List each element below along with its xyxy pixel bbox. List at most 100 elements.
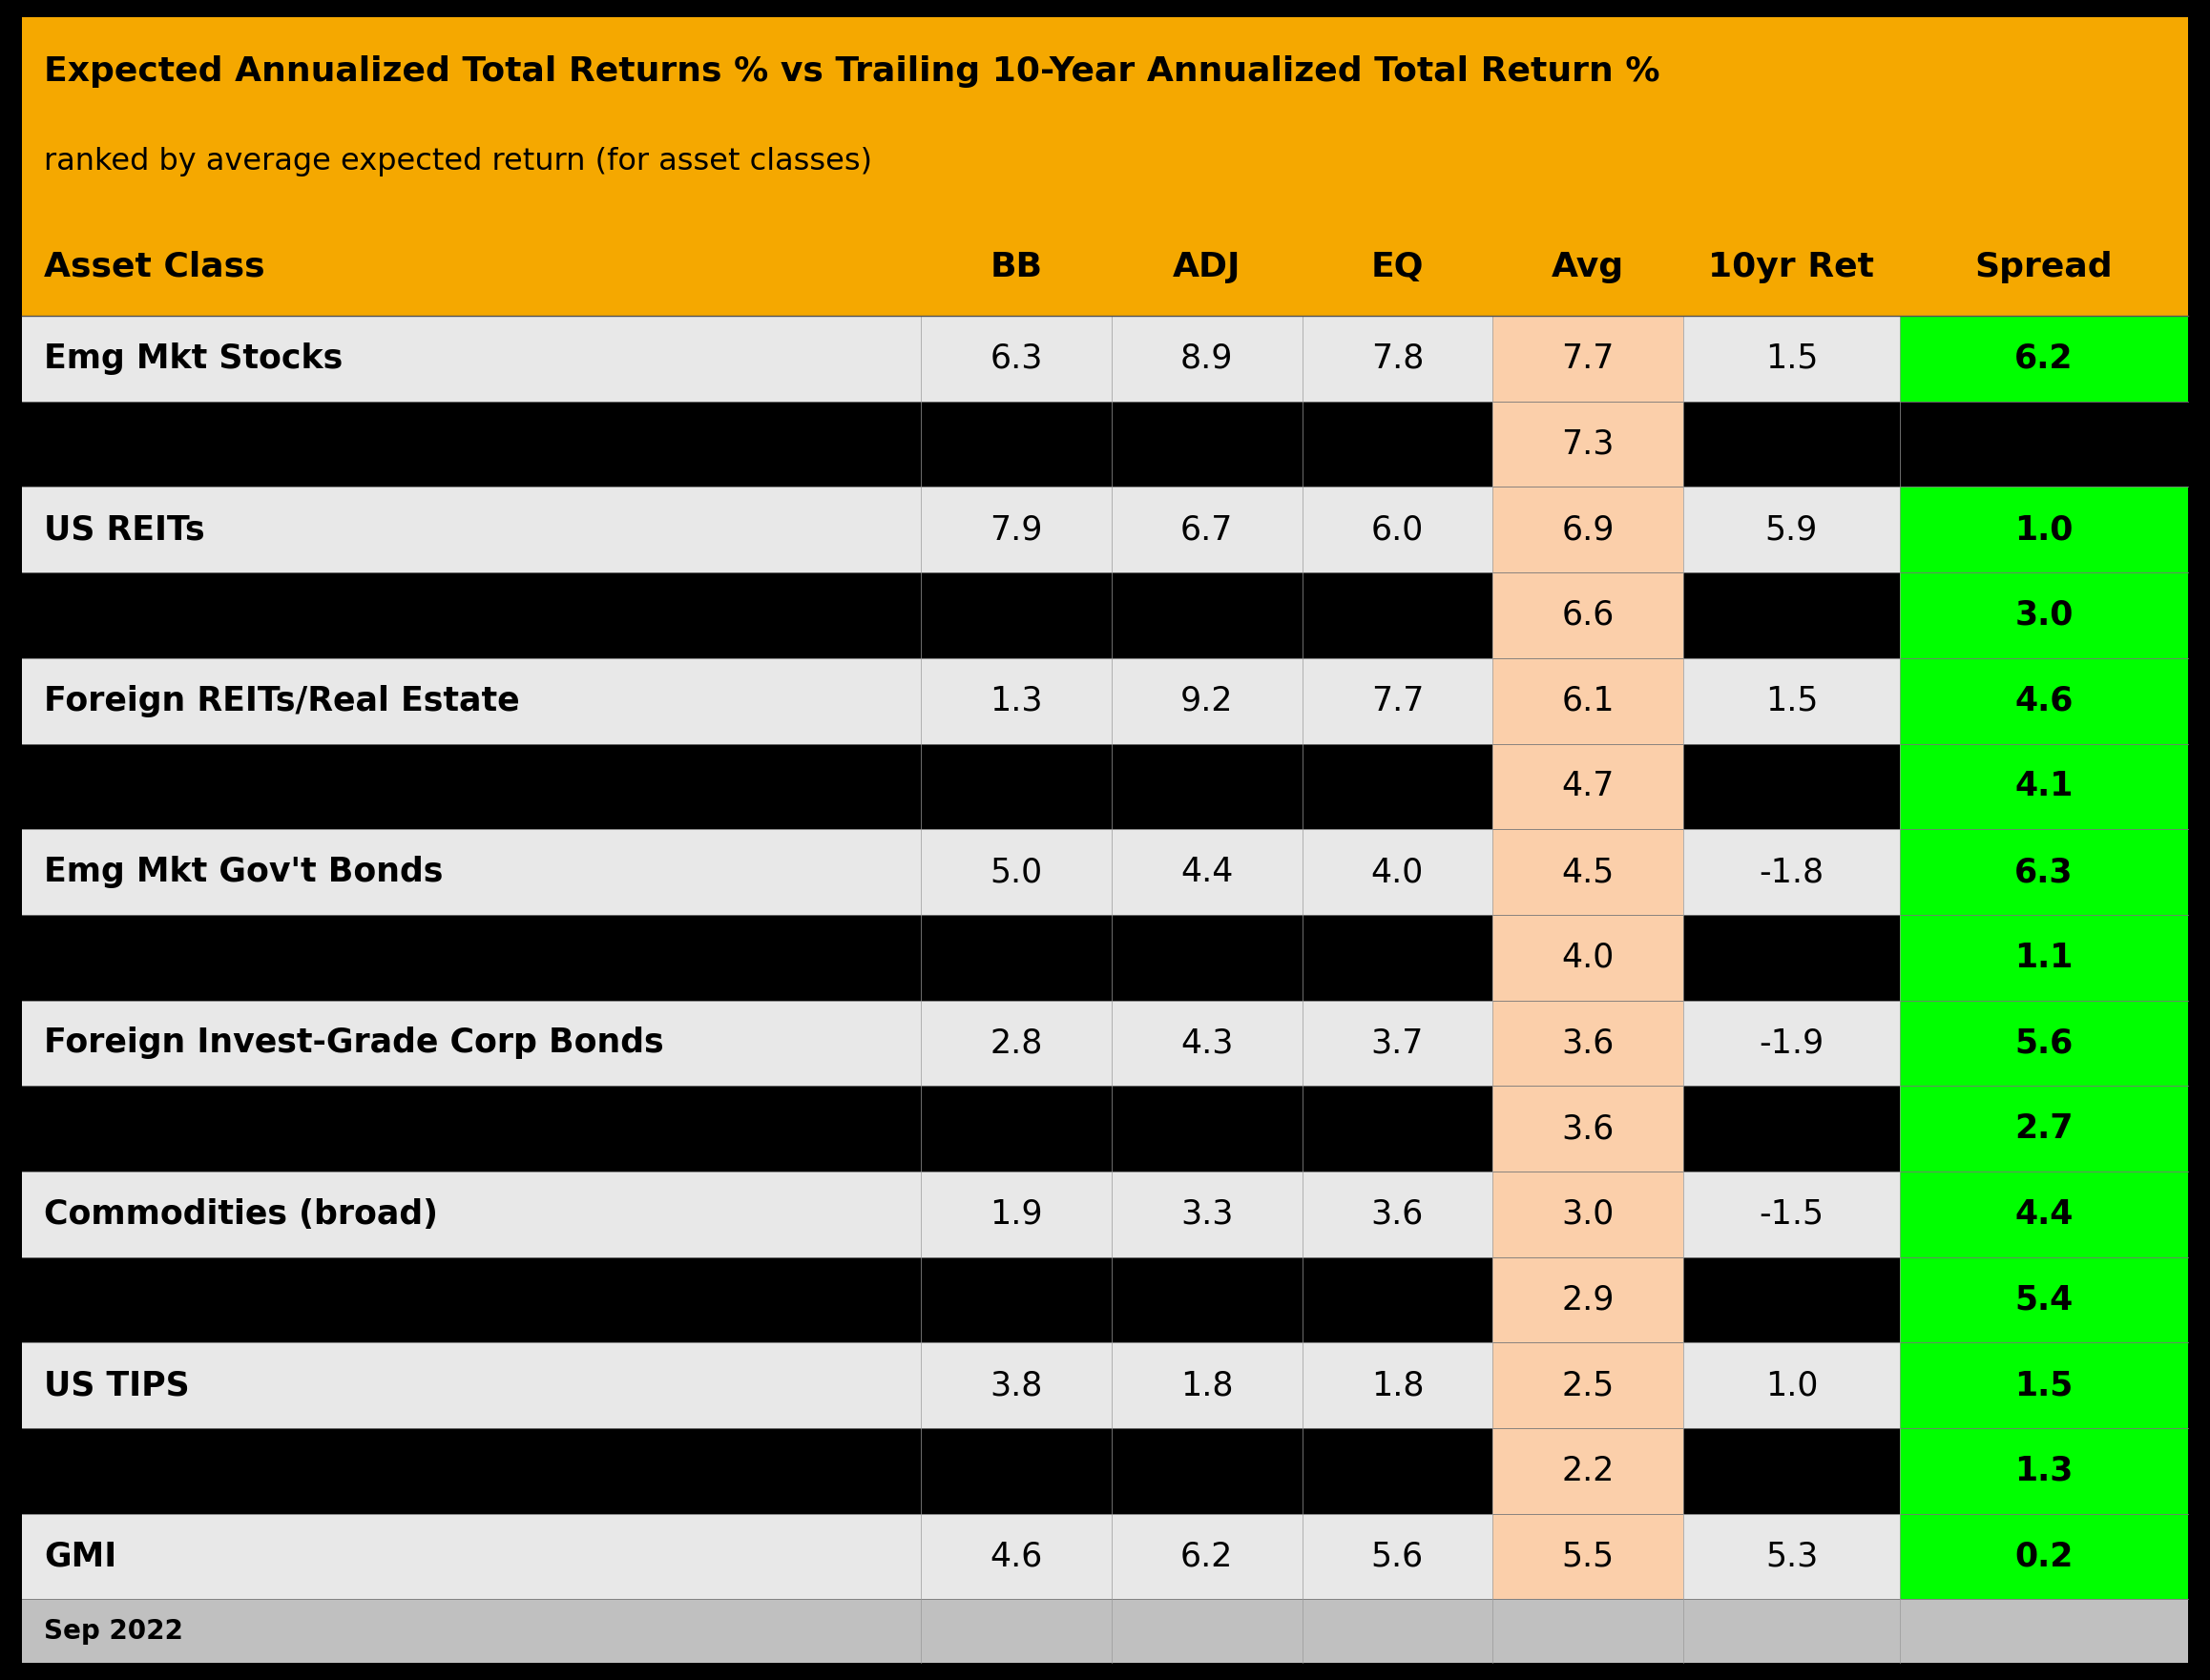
- Bar: [22, 916, 2188, 1000]
- Text: 6.1: 6.1: [1562, 685, 1616, 717]
- Bar: [22, 1171, 2188, 1257]
- Text: 4.4: 4.4: [2016, 1198, 2073, 1230]
- Bar: [1492, 573, 1684, 659]
- Bar: [1901, 916, 2188, 1000]
- Text: 4.7: 4.7: [1562, 769, 1613, 803]
- Text: 1.9: 1.9: [990, 1198, 1043, 1230]
- Text: 5.5: 5.5: [1562, 1541, 1613, 1572]
- Text: 6.2: 6.2: [2016, 343, 2073, 375]
- Text: 2.2: 2.2: [1562, 1455, 1613, 1487]
- Bar: [1492, 1514, 1684, 1599]
- Bar: [22, 830, 2188, 916]
- Text: 7.7: 7.7: [1370, 685, 1423, 717]
- Bar: [1901, 573, 2188, 659]
- Text: 6.7: 6.7: [1180, 514, 1233, 546]
- Text: Emg Mkt Stocks: Emg Mkt Stocks: [44, 343, 343, 375]
- Bar: [1492, 1428, 1684, 1514]
- Text: 5.6: 5.6: [1370, 1541, 1423, 1572]
- Text: 4.0: 4.0: [1370, 855, 1423, 889]
- Bar: [22, 487, 2188, 573]
- Bar: [1492, 1257, 1684, 1342]
- Text: 6.2: 6.2: [1180, 1541, 1233, 1572]
- Bar: [1492, 659, 1684, 744]
- Bar: [22, 573, 2188, 659]
- Bar: [22, 218, 2188, 316]
- Text: 2.7: 2.7: [2016, 1112, 2073, 1146]
- Bar: [1492, 744, 1684, 830]
- Text: Spread: Spread: [1976, 250, 2113, 284]
- Text: 1.3: 1.3: [990, 685, 1043, 717]
- Bar: [22, 1428, 2188, 1514]
- Text: 5.4: 5.4: [2016, 1284, 2073, 1315]
- Bar: [1492, 1085, 1684, 1171]
- Text: 1.5: 1.5: [1766, 343, 1819, 375]
- Text: US REITs: US REITs: [44, 514, 206, 546]
- Text: 1.8: 1.8: [1180, 1369, 1233, 1401]
- Text: 4.3: 4.3: [1180, 1026, 1233, 1060]
- Bar: [22, 659, 2188, 744]
- Text: Foreign Invest-Grade Corp Bonds: Foreign Invest-Grade Corp Bonds: [44, 1026, 663, 1060]
- Text: 3.3: 3.3: [1180, 1198, 1233, 1230]
- Text: 10yr Ret: 10yr Ret: [1708, 250, 1874, 284]
- Bar: [1492, 1171, 1684, 1257]
- Text: 4.1: 4.1: [2016, 769, 2073, 803]
- Text: 4.6: 4.6: [990, 1541, 1043, 1572]
- Text: 3.0: 3.0: [1562, 1198, 1613, 1230]
- Bar: [1901, 744, 2188, 830]
- Text: ADJ: ADJ: [1174, 250, 1240, 284]
- Bar: [22, 1514, 2188, 1599]
- Text: Commodities (broad): Commodities (broad): [44, 1198, 438, 1230]
- Bar: [1901, 1171, 2188, 1257]
- Text: 5.6: 5.6: [2016, 1026, 2073, 1060]
- Text: Sep 2022: Sep 2022: [44, 1618, 183, 1645]
- Text: 8.9: 8.9: [1180, 343, 1233, 375]
- Text: -1.8: -1.8: [1759, 855, 1823, 889]
- Text: 4.4: 4.4: [1180, 855, 1233, 889]
- Text: 1.5: 1.5: [1766, 685, 1819, 717]
- Bar: [1492, 402, 1684, 487]
- Text: 7.9: 7.9: [990, 514, 1043, 546]
- Text: 1.5: 1.5: [2016, 1369, 2073, 1401]
- Text: 5.9: 5.9: [1766, 514, 1819, 546]
- Text: US TIPS: US TIPS: [44, 1369, 190, 1401]
- Text: 1.3: 1.3: [2016, 1455, 2073, 1487]
- Text: 3.7: 3.7: [1370, 1026, 1423, 1060]
- Bar: [1901, 1085, 2188, 1171]
- Text: 5.0: 5.0: [990, 855, 1043, 889]
- Bar: [1901, 1257, 2188, 1342]
- Text: Expected Annualized Total Returns % vs Trailing 10-Year Annualized Total Return : Expected Annualized Total Returns % vs T…: [44, 55, 1660, 87]
- Bar: [1901, 830, 2188, 916]
- Text: 4.6: 4.6: [2016, 685, 2073, 717]
- Bar: [22, 1000, 2188, 1085]
- Text: ranked by average expected return (for asset classes): ranked by average expected return (for a…: [44, 148, 873, 176]
- Bar: [1492, 316, 1684, 402]
- Text: Foreign REITs/Real Estate: Foreign REITs/Real Estate: [44, 685, 519, 717]
- Bar: [1492, 1342, 1684, 1428]
- Text: 6.6: 6.6: [1562, 600, 1613, 632]
- Bar: [1901, 1000, 2188, 1085]
- Bar: [1901, 1514, 2188, 1599]
- Text: 6.0: 6.0: [1370, 514, 1423, 546]
- Text: 5.3: 5.3: [1766, 1541, 1819, 1572]
- Text: 1.8: 1.8: [1370, 1369, 1423, 1401]
- Text: 1.0: 1.0: [1766, 1369, 1819, 1401]
- Text: 1.1: 1.1: [2016, 941, 2073, 974]
- Bar: [22, 744, 2188, 830]
- Text: Asset Class: Asset Class: [44, 250, 265, 284]
- Text: 3.6: 3.6: [1562, 1112, 1613, 1146]
- Text: 6.3: 6.3: [990, 343, 1043, 375]
- Bar: [1492, 916, 1684, 1000]
- Bar: [1492, 830, 1684, 916]
- Bar: [1901, 316, 2188, 402]
- Text: Avg: Avg: [1551, 250, 1624, 284]
- Bar: [1901, 1428, 2188, 1514]
- Text: 2.9: 2.9: [1562, 1284, 1616, 1315]
- Bar: [1901, 659, 2188, 744]
- Bar: [22, 316, 2188, 402]
- Text: -1.9: -1.9: [1759, 1026, 1823, 1060]
- Text: 3.0: 3.0: [2016, 600, 2073, 632]
- Text: 4.5: 4.5: [1562, 855, 1613, 889]
- Text: GMI: GMI: [44, 1541, 117, 1572]
- Bar: [22, 1599, 2188, 1663]
- Text: 1.0: 1.0: [2016, 514, 2073, 546]
